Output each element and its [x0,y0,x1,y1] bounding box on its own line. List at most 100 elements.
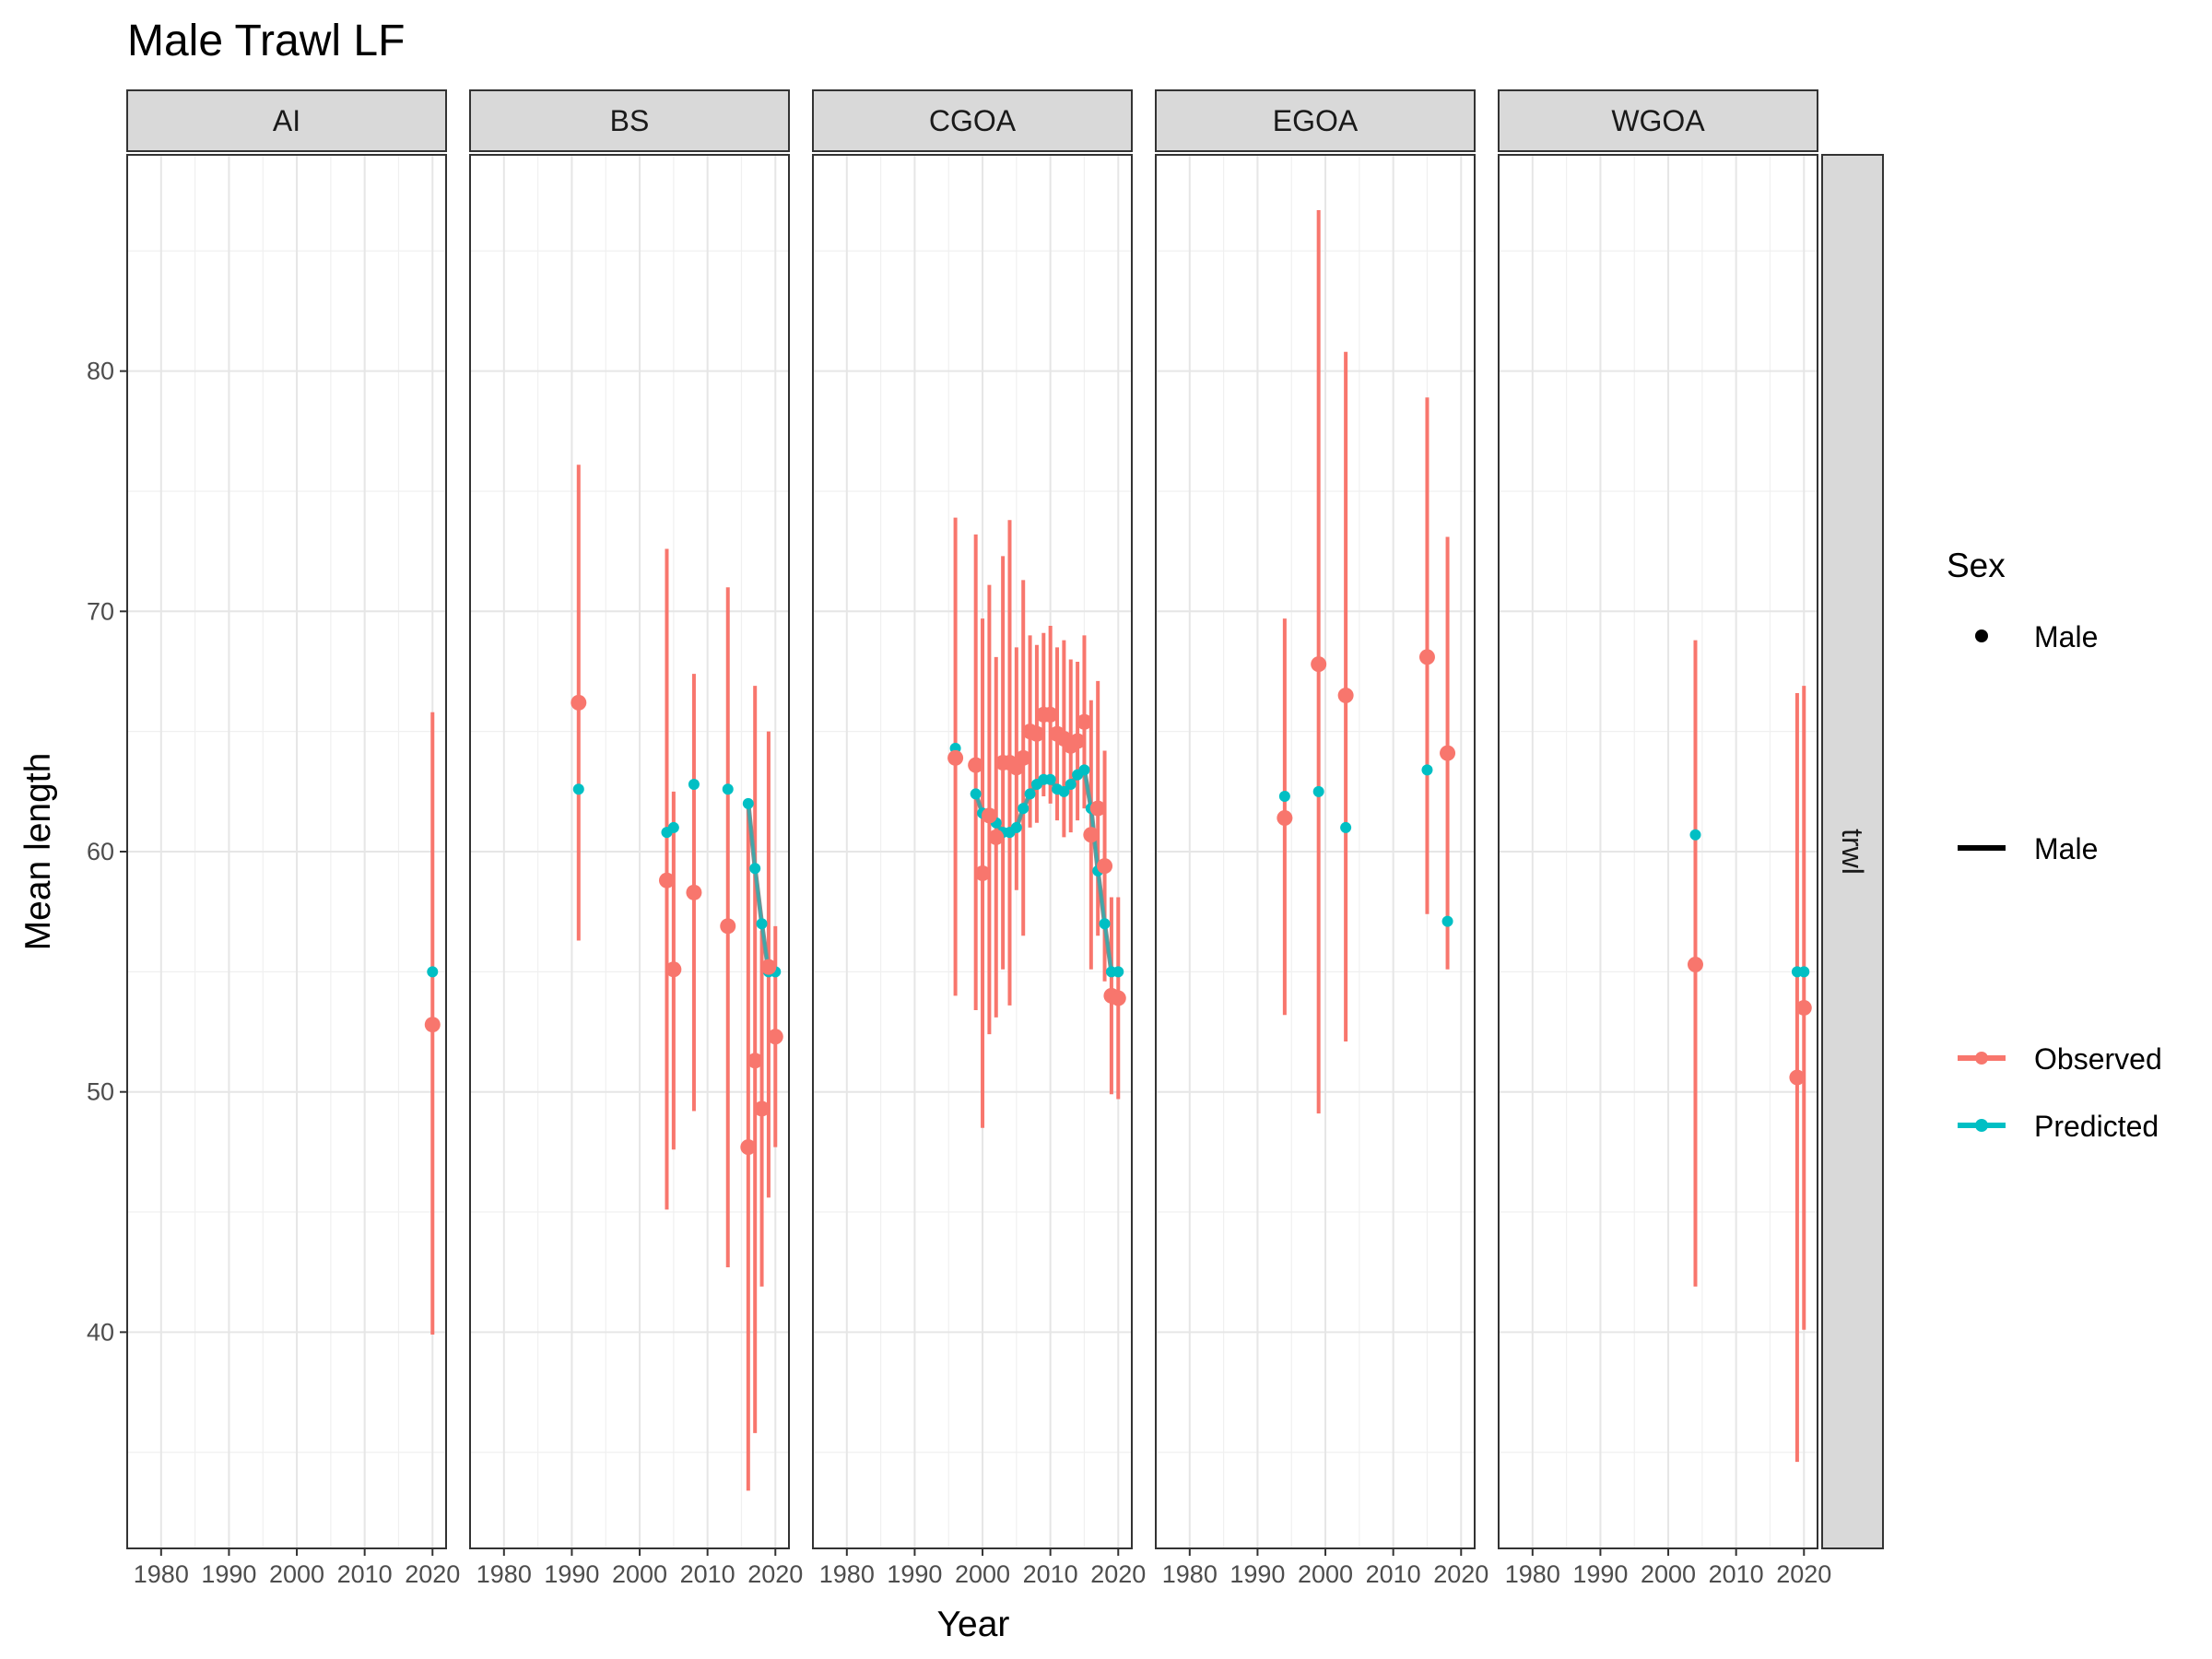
legend-observed-dot [1975,1052,1988,1065]
observed-point-bs-2017 [747,1053,763,1069]
strip-label-wgoa: WGOA [1611,104,1705,137]
predicted-point-cgoa-2013 [1065,779,1077,791]
legend-shape-key [1975,629,1988,642]
x-tick-label-bs-2000: 2000 [612,1560,667,1588]
predicted-point-cgoa-2015 [1078,764,1090,776]
predicted-point-bs-2005 [667,821,679,833]
observed-point-cgoa-2015 [1076,713,1092,730]
row-strip-box [1821,154,1884,1549]
y-axis-title: Mean length [18,753,58,951]
x-tick-label-ai-2000: 2000 [269,1560,324,1588]
strip-bs [469,89,790,152]
observed-point-bs-1991 [571,694,587,711]
predicted-point-egoa-2018 [1441,915,1453,927]
observed-point-egoa-2003 [1337,688,1354,704]
predicted-point-cgoa-2020 [1112,966,1124,978]
predicted-point-wgoa-2004 [1689,829,1701,841]
strip-label-cgoa: CGOA [929,104,1017,137]
observed-point-wgoa-2004 [1687,957,1703,973]
predicted-point-bs-2008 [688,779,700,791]
predicted-point-egoa-2015 [1421,764,1433,776]
predicted-point-cgoa-2007 [1024,788,1036,800]
x-axis-title: Year [937,1605,1010,1644]
predicted-point-egoa-2003 [1340,821,1352,833]
predicted-point-cgoa-2010 [1044,773,1056,785]
predicted-point-cgoa-2018 [1099,918,1111,930]
x-tick-label-cgoa-2000: 2000 [955,1560,1010,1588]
observed-point-bs-2013 [720,918,736,935]
observed-point-cgoa-2018 [1097,858,1113,875]
y-tick-label-80: 80 [87,358,114,385]
predicted-line-bs [747,802,757,870]
x-tick-label-egoa-1980: 1980 [1162,1560,1218,1588]
y-tick-label-40: 40 [87,1318,114,1346]
panel-ai: AI 1980 1990 2000 2010 2020 [126,89,460,1588]
panel-cgoa: CGOA 1980 1990 2000 2010 2020 [812,89,1146,1588]
predicted-line-cgoa [1082,768,1093,810]
observed-point-bs-2004 [658,872,675,888]
predicted-point-bs-2018 [756,918,768,930]
observed-point-egoa-1999 [1311,656,1327,673]
x-tick-label-ai-1990: 1990 [201,1560,256,1588]
x-tick-label-cgoa-2010: 2010 [1023,1560,1078,1588]
x-tick-label-egoa-1990: 1990 [1230,1560,1285,1588]
legend-title-sex: Sex [1947,547,2006,584]
observed-point-cgoa-2016 [1083,827,1100,843]
observed-point-cgoa-2020 [1110,990,1126,1006]
predicted-point-bs-2017 [749,863,761,875]
predicted-line-cgoa [1103,922,1113,973]
x-tick-label-cgoa-1990: 1990 [887,1560,942,1588]
strip-wgoa [1498,89,1818,152]
x-tick-label-egoa-2000: 2000 [1298,1560,1353,1588]
observed-point-egoa-2015 [1418,649,1435,665]
y-tick-label-60: 60 [87,838,114,865]
predicted-point-cgoa-1999 [970,788,982,800]
x-tick-label-egoa-2020: 2020 [1433,1560,1488,1588]
observed-point-ai-2020 [424,1017,441,1033]
x-tick-label-bs-2020: 2020 [747,1560,803,1588]
predicted-point-cgoa-2005 [1010,821,1022,833]
y-tick-label-70: 70 [87,597,114,625]
legend-predicted-label: Predicted [2034,1110,2159,1143]
strip-label-egoa: EGOA [1273,104,1359,137]
row-strip-label: trwl [1836,829,1869,875]
predicted-point-ai-2020 [427,966,439,978]
predicted-point-wgoa-2020 [1798,966,1810,978]
strip-egoa [1155,89,1476,152]
x-tick-label-cgoa-2020: 2020 [1090,1560,1146,1588]
legend-line-label: Male [2034,832,2098,865]
panel-border-cgoa [812,154,1133,1549]
predicted-point-bs-2016 [742,797,754,809]
predicted-line-cgoa [1096,869,1107,925]
observed-point-cgoa-1999 [968,757,984,773]
strip-cgoa [812,89,1133,152]
x-tick-label-wgoa-2020: 2020 [1776,1560,1831,1588]
predicted-point-cgoa-2012 [1058,785,1070,797]
x-tick-label-bs-1990: 1990 [544,1560,599,1588]
observed-point-cgoa-2010 [1042,706,1059,723]
legend-observed-label: Observed [2034,1042,2162,1076]
observed-point-wgoa-2020 [1795,999,1812,1016]
observed-point-bs-2020 [767,1029,783,1045]
x-tick-label-ai-2020: 2020 [405,1560,460,1588]
legend-shape-label: Male [2034,620,2098,653]
observed-point-bs-2005 [665,961,682,978]
observed-point-egoa-2018 [1440,745,1456,761]
panel-egoa: EGOA 1980 1990 2000 2010 2020 [1155,89,1488,1588]
legend: Sex Male Male Observed Predicted [1947,547,2162,1143]
x-tick-label-wgoa-1990: 1990 [1572,1560,1628,1588]
predicted-point-egoa-1994 [1278,791,1290,803]
x-tick-label-bs-2010: 2010 [680,1560,735,1588]
panel-border-egoa [1155,154,1476,1549]
strip-label-ai: AI [273,104,300,137]
observed-point-cgoa-2000 [974,865,991,881]
facet-panels: AI 1980 1990 2000 2010 2020 BS 1980 1990 2000 2010… [87,89,1831,1588]
x-tick-label-ai-2010: 2010 [337,1560,393,1588]
x-tick-label-bs-1980: 1980 [477,1560,532,1588]
observed-point-cgoa-2006 [1015,749,1031,766]
legend-predicted-dot [1975,1119,1988,1132]
strip-ai [126,89,447,152]
x-tick-label-ai-1980: 1980 [134,1560,189,1588]
predicted-point-bs-1991 [572,783,584,795]
observed-point-cgoa-2014 [1069,733,1086,749]
